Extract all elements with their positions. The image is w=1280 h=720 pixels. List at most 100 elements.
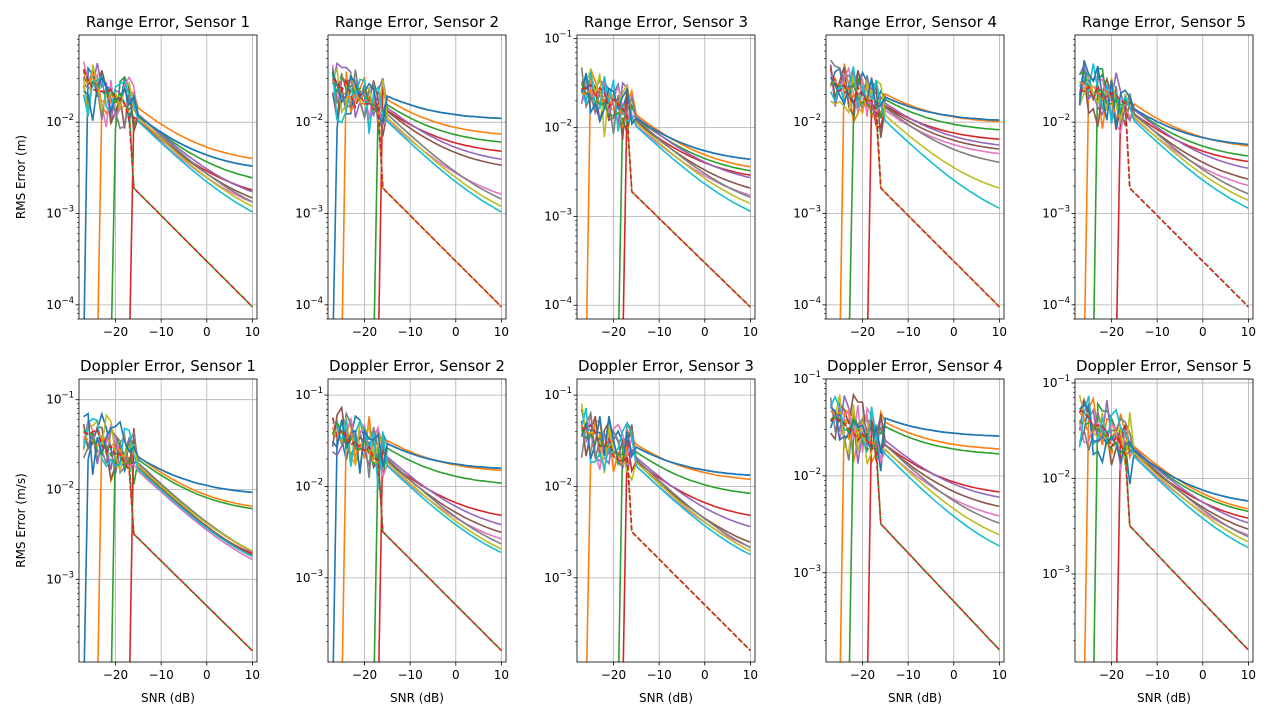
y-tick-label: 10−3 bbox=[793, 205, 821, 221]
series-line-6 bbox=[82, 68, 253, 199]
series-line-8 bbox=[1078, 411, 1249, 538]
y-axis-label: RMS Error (m/s) bbox=[14, 473, 28, 568]
x-tick-label: −10 bbox=[895, 668, 920, 682]
y-tick-label: 10−2 bbox=[1042, 469, 1070, 485]
x-tick-label: 10 bbox=[743, 668, 758, 682]
subplot-1: −20 −10 0 10 10−4 10−3 10−2 Range Error, Sensor… bbox=[14, 13, 260, 339]
subplot-title: Range Error, Sensor 2 bbox=[335, 13, 499, 31]
series-line-9 bbox=[580, 403, 751, 552]
series-line-13 bbox=[1079, 419, 1249, 651]
series-line-5 bbox=[829, 395, 1000, 498]
series-line-12 bbox=[332, 79, 502, 308]
series-line-14 bbox=[581, 424, 751, 652]
series-line-6 bbox=[829, 392, 1000, 508]
series-line-10 bbox=[580, 71, 751, 213]
subplot-title: Doppler Error, Sensor 5 bbox=[1076, 357, 1252, 375]
axes-frame bbox=[576, 34, 756, 320]
series-line-2 bbox=[341, 71, 502, 319]
x-tick-label: 0 bbox=[950, 325, 958, 339]
series-line-4 bbox=[378, 438, 502, 662]
axes-frame bbox=[1074, 378, 1254, 663]
series-line-7 bbox=[82, 61, 253, 203]
subplot-title: Doppler Error, Sensor 1 bbox=[80, 357, 256, 375]
x-tick-label: 10 bbox=[743, 325, 758, 339]
series-line-3 bbox=[373, 446, 502, 662]
y-tick-label: 10−3 bbox=[46, 205, 74, 221]
series-line-5 bbox=[82, 62, 253, 193]
series-line-5 bbox=[332, 429, 502, 526]
axes-frame bbox=[78, 34, 258, 320]
axes-frame bbox=[825, 378, 1005, 663]
subplot-title: Range Error, Sensor 4 bbox=[833, 13, 997, 31]
series-line-11 bbox=[580, 72, 751, 161]
series-line-11 bbox=[580, 415, 751, 476]
y-tick-label: 10−3 bbox=[46, 570, 74, 586]
series-line-10 bbox=[331, 71, 502, 213]
x-tick-label: −20 bbox=[103, 668, 128, 682]
subplot-title: Range Error, Sensor 5 bbox=[1082, 13, 1246, 31]
x-tick-label: −20 bbox=[601, 325, 626, 339]
series-line-4 bbox=[1116, 98, 1249, 319]
x-tick-label: 0 bbox=[452, 668, 460, 682]
subplot-title: Doppler Error, Sensor 3 bbox=[578, 357, 754, 375]
series-line-4 bbox=[622, 439, 751, 662]
series-line-10 bbox=[1078, 63, 1249, 210]
y-tick-label: 10−2 bbox=[544, 477, 572, 493]
series-line-3 bbox=[110, 75, 253, 319]
x-tick-label: −10 bbox=[1144, 668, 1169, 682]
series-line-14 bbox=[830, 416, 1000, 651]
y-tick-label: 10−2 bbox=[544, 119, 572, 135]
series-line-12 bbox=[830, 410, 1000, 651]
series-line-11 bbox=[331, 419, 502, 474]
series-line-3 bbox=[373, 103, 502, 319]
x-axis-label: SNR (dB) bbox=[639, 691, 693, 705]
series-line-11 bbox=[830, 406, 1000, 454]
y-tick-label: 10−1 bbox=[544, 386, 572, 402]
subplot-title: Doppler Error, Sensor 2 bbox=[329, 357, 505, 375]
series-line-4 bbox=[866, 99, 1000, 319]
series-line-11 bbox=[1078, 60, 1249, 146]
series-line-10 bbox=[332, 419, 502, 554]
x-tick-label: −10 bbox=[646, 668, 671, 682]
axes-frame bbox=[576, 378, 756, 663]
subplot-2: −20 −10 0 10 10−4 10−3 10−2 Range Error, Sensor… bbox=[295, 13, 509, 339]
y-tick-label: 10−3 bbox=[1042, 205, 1070, 221]
series-line-10 bbox=[1078, 395, 1249, 549]
x-axis-label: SNR (dB) bbox=[1137, 691, 1191, 705]
axes-frame bbox=[1074, 34, 1254, 320]
x-tick-label: −10 bbox=[1144, 325, 1169, 339]
series-line-2 bbox=[839, 407, 1000, 662]
x-tick-label: 10 bbox=[245, 325, 260, 339]
x-tick-label: −20 bbox=[850, 325, 875, 339]
subplot-3: −20 −10 0 10 10−4 10−3 10−2 10−1 Range Error, Se… bbox=[544, 13, 758, 339]
x-tick-label: 10 bbox=[1241, 668, 1256, 682]
series-line-11 bbox=[331, 71, 502, 125]
subplot-5: −20 −10 0 10 10−4 10−3 10−2 Range Error, Sensor… bbox=[1042, 13, 1256, 339]
subplot-7: −20 −10 0 10 10−3 10−2 10−1 Doppler Error, Sens… bbox=[295, 357, 509, 705]
x-tick-label: 0 bbox=[950, 668, 958, 682]
x-tick-label: 10 bbox=[992, 325, 1007, 339]
axes-frame bbox=[327, 378, 507, 663]
x-axis-label: SNR (dB) bbox=[141, 691, 195, 705]
x-tick-label: −20 bbox=[103, 325, 128, 339]
series-line-2 bbox=[1083, 395, 1249, 662]
y-tick-label: 10−3 bbox=[295, 205, 323, 221]
series-line-9 bbox=[331, 66, 502, 208]
y-tick-label: 10−4 bbox=[793, 296, 821, 312]
x-tick-label: −10 bbox=[148, 668, 173, 682]
y-tick-label: 10−3 bbox=[295, 569, 323, 585]
x-tick-label: −10 bbox=[646, 325, 671, 339]
series-line-3 bbox=[617, 432, 751, 662]
y-tick-label: 10−3 bbox=[544, 207, 572, 223]
series-line-8 bbox=[82, 427, 253, 553]
series-line-14 bbox=[83, 428, 253, 652]
y-tick-label: 10−2 bbox=[793, 467, 821, 483]
y-tick-label: 10−1 bbox=[295, 386, 323, 402]
axes-frame bbox=[327, 34, 507, 320]
series-line-9 bbox=[830, 394, 1000, 536]
x-tick-label: −20 bbox=[1099, 668, 1124, 682]
series-line-11 bbox=[83, 75, 253, 167]
series-line-8 bbox=[82, 80, 253, 203]
series-line-14 bbox=[331, 417, 502, 652]
